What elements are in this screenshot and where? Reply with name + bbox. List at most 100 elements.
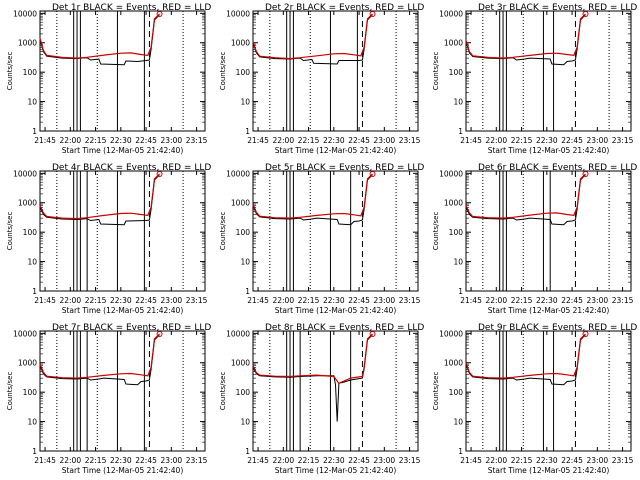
- plot-frame: [252, 10, 419, 132]
- events-series-line: [39, 14, 160, 66]
- events-series-line: [465, 174, 586, 226]
- x-tick-label: 23:00: [161, 296, 183, 305]
- x-tick-label: 22:45: [348, 296, 370, 305]
- x-axis-label: Start Time (12-Mar-05 21:42:40): [488, 466, 610, 475]
- x-tick-label: 21:45: [34, 296, 56, 305]
- x-tick-label: 22:00: [272, 456, 294, 465]
- y-tick-label: 1: [458, 447, 463, 456]
- x-tick-label: 21:45: [460, 456, 482, 465]
- x-axis-label: Start Time (12-Mar-05 21:42:40): [62, 306, 184, 315]
- detector-panel: Det 7r BLACK = Events, RED = LLD 1 10 100 10…: [6, 323, 211, 475]
- x-axis-label: Start Time (12-Mar-05 21:42:40): [275, 306, 397, 315]
- x-tick-label: 23:15: [612, 456, 634, 465]
- y-tick-label: 1: [32, 447, 37, 456]
- x-tick-label: 22:00: [272, 136, 294, 145]
- y-tick-label: 10000: [439, 329, 463, 338]
- y-tick-label: 1000: [18, 199, 37, 208]
- events-series-line: [252, 14, 373, 65]
- y-tick-label: 10: [453, 418, 463, 427]
- plot-frame: [39, 330, 206, 452]
- x-tick-label: 22:00: [59, 136, 81, 145]
- x-tick-label: 22:30: [536, 136, 558, 145]
- y-tick-label: 1: [245, 287, 250, 296]
- detector-panel: Det 5r BLACK = Events, RED = LLD 1 10 100 10…: [219, 163, 424, 315]
- x-tick-label: 21:45: [34, 136, 56, 145]
- y-tick-label: 10: [240, 258, 250, 267]
- y-tick-label: 1: [32, 127, 37, 136]
- events-series-line: [465, 14, 586, 66]
- x-tick-label: 22:45: [135, 296, 157, 305]
- x-tick-label: 22:00: [485, 456, 507, 465]
- detector-panel: Det 4r BLACK = Events, RED = LLD 1 10 100 10…: [6, 163, 211, 315]
- x-tick-label: 22:45: [561, 296, 583, 305]
- y-tick-label: 1: [245, 447, 250, 456]
- x-tick-label: 22:15: [298, 136, 320, 145]
- lld-series-line: [252, 13, 373, 60]
- y-tick-label: 10000: [439, 9, 463, 18]
- detector-panel: Det 1r BLACK = Events, RED = LLD 1 10 100 10…: [6, 3, 211, 155]
- panel-title: Det 8r BLACK = Events, RED = LLD: [265, 323, 424, 333]
- events-series-line: [39, 174, 160, 226]
- y-tick-label: 100: [23, 228, 38, 237]
- y-axis-label: Counts/sec: [219, 52, 227, 91]
- x-tick-label: 22:00: [59, 456, 81, 465]
- x-tick-label: 22:15: [85, 456, 107, 465]
- x-tick-label: 22:45: [135, 136, 157, 145]
- x-axis-label: Start Time (12-Mar-05 21:42:40): [488, 146, 610, 155]
- detector-panel: Det 3r BLACK = Events, RED = LLD 1 10 100 10…: [432, 3, 637, 155]
- end-marker-circle: [582, 10, 589, 17]
- end-marker-circle: [156, 170, 163, 177]
- y-tick-label: 100: [236, 388, 251, 397]
- panel-title: Det 5r BLACK = Events, RED = LLD: [265, 163, 424, 173]
- x-tick-label: 22:30: [110, 136, 132, 145]
- y-tick-label: 10: [453, 98, 463, 107]
- x-tick-label: 22:45: [348, 136, 370, 145]
- x-tick-label: 22:15: [85, 296, 107, 305]
- x-tick-label: 22:45: [561, 136, 583, 145]
- y-tick-label: 10000: [439, 169, 463, 178]
- end-marker-circle: [156, 330, 163, 337]
- x-tick-label: 22:15: [298, 456, 320, 465]
- y-tick-label: 100: [236, 228, 251, 237]
- x-tick-label: 23:15: [399, 456, 421, 465]
- x-tick-label: 23:00: [374, 456, 396, 465]
- x-tick-label: 21:45: [460, 136, 482, 145]
- x-tick-label: 22:00: [59, 296, 81, 305]
- panel-title: Det 4r BLACK = Events, RED = LLD: [52, 163, 211, 173]
- x-tick-label: 22:15: [511, 136, 533, 145]
- y-tick-label: 100: [449, 68, 464, 77]
- x-tick-label: 23:15: [186, 296, 208, 305]
- x-tick-label: 21:45: [247, 456, 269, 465]
- x-tick-label: 22:30: [323, 296, 345, 305]
- lld-series-line: [465, 13, 586, 59]
- plot-frame: [252, 170, 419, 292]
- y-axis-label: Counts/sec: [219, 212, 227, 251]
- x-tick-label: 22:15: [511, 456, 533, 465]
- x-tick-label: 22:45: [135, 456, 157, 465]
- y-tick-label: 1000: [18, 359, 37, 368]
- x-tick-label: 23:00: [374, 296, 396, 305]
- x-tick-label: 22:30: [323, 136, 345, 145]
- x-axis-label: Start Time (12-Mar-05 21:42:40): [488, 306, 610, 315]
- x-tick-label: 21:45: [34, 456, 56, 465]
- x-tick-label: 22:00: [485, 136, 507, 145]
- end-marker-circle: [369, 10, 376, 17]
- x-tick-label: 22:15: [298, 296, 320, 305]
- y-tick-label: 10000: [13, 169, 37, 178]
- x-tick-label: 23:00: [587, 296, 609, 305]
- panel-title: Det 3r BLACK = Events, RED = LLD: [478, 3, 637, 13]
- lld-series-line: [39, 333, 160, 379]
- x-tick-label: 23:15: [399, 136, 421, 145]
- x-tick-label: 22:45: [348, 456, 370, 465]
- panel-title: Det 1r BLACK = Events, RED = LLD: [52, 3, 211, 13]
- y-axis-label: Counts/sec: [432, 52, 440, 91]
- y-axis-label: Counts/sec: [432, 212, 440, 251]
- x-tick-label: 22:15: [511, 296, 533, 305]
- x-tick-label: 22:30: [110, 296, 132, 305]
- y-tick-label: 10: [27, 98, 37, 107]
- lld-series-line: [252, 333, 373, 385]
- end-marker-circle: [582, 170, 589, 177]
- y-tick-label: 10000: [226, 9, 250, 18]
- plot-frame: [465, 330, 632, 452]
